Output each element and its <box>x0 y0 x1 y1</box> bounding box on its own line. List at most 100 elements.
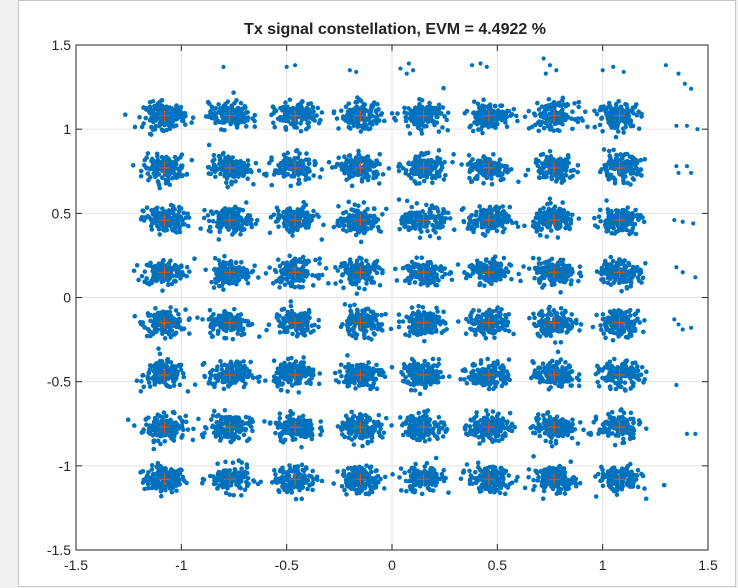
symbol-point <box>441 434 446 439</box>
symbol-point <box>267 265 272 270</box>
symbol-point <box>150 265 155 270</box>
symbol-point <box>180 218 185 223</box>
symbol-point <box>442 479 447 484</box>
symbol-point <box>387 166 392 171</box>
symbol-point <box>399 488 404 493</box>
symbol-point <box>237 207 242 212</box>
symbol-point <box>341 473 346 478</box>
symbol-point <box>170 490 175 495</box>
symbol-point <box>148 363 153 368</box>
symbol-point <box>379 322 384 327</box>
symbol-point <box>298 121 303 126</box>
symbol-point <box>219 436 224 441</box>
symbol-point <box>231 493 236 498</box>
symbol-point <box>151 120 156 125</box>
symbol-point <box>174 274 179 279</box>
symbol-point <box>160 98 165 103</box>
symbol-point <box>291 436 296 441</box>
symbol-point <box>178 467 183 472</box>
symbol-point <box>359 417 364 422</box>
symbol-point <box>224 280 229 285</box>
symbol-point <box>159 494 164 499</box>
symbol-point <box>312 159 317 164</box>
symbol-point <box>311 109 316 114</box>
symbol-point <box>286 108 291 113</box>
symbol-point <box>148 475 153 480</box>
symbol-point <box>240 366 245 371</box>
symbol-point <box>372 207 377 212</box>
symbol-point <box>212 157 217 162</box>
symbol-point <box>430 473 435 478</box>
symbol-point <box>345 481 350 486</box>
symbol-point <box>150 463 155 468</box>
symbol-point <box>213 174 218 179</box>
symbol-point <box>192 256 197 261</box>
symbol-point <box>213 381 218 386</box>
symbol-point <box>140 373 145 378</box>
symbol-point <box>243 319 248 324</box>
symbol-point <box>290 264 295 269</box>
symbol-point <box>236 174 241 179</box>
symbol-point <box>296 277 301 282</box>
symbol-point <box>351 319 356 324</box>
symbol-point <box>144 106 149 111</box>
symbol-point <box>369 105 374 110</box>
symbol-point <box>339 109 344 114</box>
symbol-point <box>363 482 368 487</box>
symbol-point <box>333 265 338 270</box>
symbol-point <box>283 438 288 443</box>
symbol-point <box>318 118 323 123</box>
symbol-point <box>230 232 235 237</box>
symbol-point <box>378 283 383 288</box>
symbol-point <box>283 167 288 172</box>
symbol-point <box>233 205 238 210</box>
symbol-point <box>212 267 217 272</box>
symbol-point <box>307 157 312 162</box>
symbol-point <box>162 156 167 161</box>
symbol-point <box>140 208 145 213</box>
symbol-point <box>374 468 379 473</box>
symbol-point <box>175 166 180 171</box>
symbol-point <box>310 469 315 474</box>
symbol-point <box>310 488 315 493</box>
symbol-point <box>238 232 243 237</box>
symbol-point <box>182 478 187 483</box>
symbol-point <box>304 218 309 223</box>
symbol-point <box>441 468 446 473</box>
symbol-point <box>283 172 288 177</box>
symbol-point <box>377 181 382 186</box>
symbol-point <box>242 118 247 123</box>
symbol-point <box>368 387 373 392</box>
symbol-point <box>288 481 293 486</box>
symbol-point <box>158 162 163 167</box>
symbol-point <box>346 200 351 205</box>
symbol-point <box>203 267 208 272</box>
symbol-point <box>214 479 219 484</box>
symbol-point <box>375 161 380 166</box>
symbol-point <box>363 274 368 279</box>
symbol-point <box>158 118 163 123</box>
symbol-point <box>233 370 238 375</box>
symbol-point <box>190 158 195 163</box>
symbol-point <box>212 162 217 167</box>
symbol-point <box>161 129 166 134</box>
symbol-point <box>352 123 357 128</box>
symbol-point <box>160 206 165 211</box>
symbol-point <box>246 482 251 487</box>
symbol-point <box>277 314 282 319</box>
symbol-point <box>370 280 375 285</box>
symbol-point <box>290 383 295 388</box>
symbol-point <box>245 421 250 426</box>
symbol-point <box>191 427 196 432</box>
symbol-point <box>301 255 306 260</box>
symbol-point <box>176 312 181 317</box>
symbol-point <box>187 215 192 220</box>
symbol-point <box>173 225 178 230</box>
symbol-point <box>365 165 370 170</box>
symbol-point <box>219 367 224 372</box>
symbol-point <box>217 154 222 159</box>
symbol-point <box>302 272 307 277</box>
symbol-point <box>272 358 277 363</box>
symbol-point <box>133 125 138 130</box>
symbol-point <box>364 259 369 264</box>
